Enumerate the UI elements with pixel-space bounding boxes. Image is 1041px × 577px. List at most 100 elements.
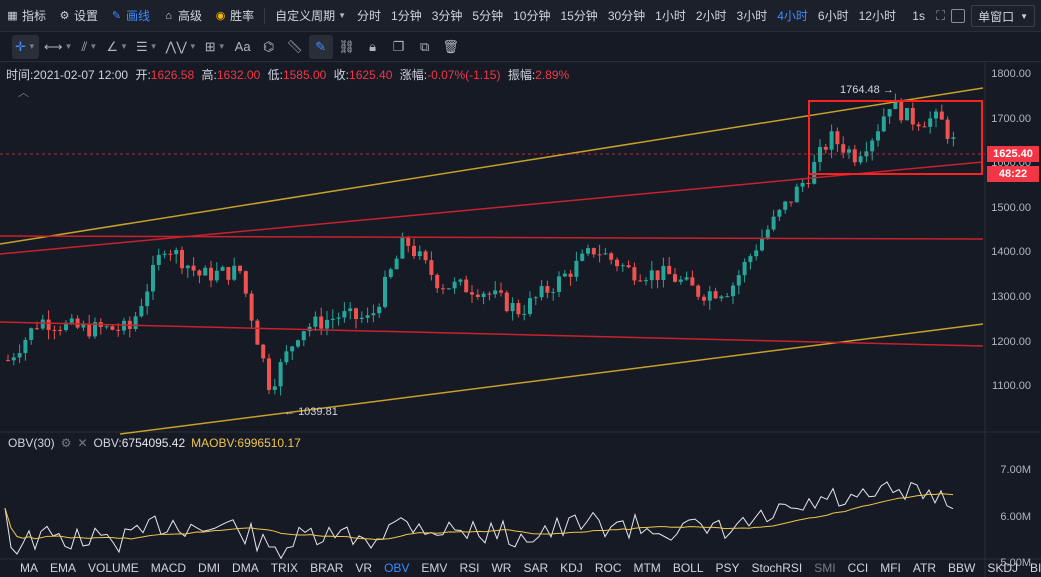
refresh-rate[interactable]: 1s xyxy=(912,9,925,23)
lock-tool[interactable]: 🔒︎ xyxy=(361,35,385,59)
candle-body xyxy=(829,131,834,150)
candle-body xyxy=(313,316,318,327)
candle-body xyxy=(209,267,213,281)
candle-body xyxy=(133,316,138,330)
settings-button[interactable]: ⚙ 设置 xyxy=(52,0,104,31)
advanced-button[interactable]: ⌂ 高级 xyxy=(156,0,208,31)
indicator-tab-roc[interactable]: ROC xyxy=(594,561,622,575)
indicator-tab-vr[interactable]: VR xyxy=(355,561,373,575)
horizontal-line-icon: ⟷ xyxy=(43,38,63,54)
indicator-tab-ema[interactable]: EMA xyxy=(50,561,77,575)
low-annotation-value: 1039.81 xyxy=(298,406,338,418)
candle-body xyxy=(794,186,799,203)
close-icon[interactable]: ✕ xyxy=(77,436,88,450)
copy-tool[interactable]: ❐ xyxy=(387,35,411,59)
period-12[interactable]: 12小时 xyxy=(858,9,896,23)
candle-body xyxy=(528,298,532,314)
angle-tool[interactable]: ∠ ▼ xyxy=(103,35,131,59)
indicator-tab-boll[interactable]: BOLL xyxy=(672,561,704,575)
period-4[interactable]: 10分钟 xyxy=(513,9,551,23)
angle-icon: ∠ xyxy=(106,38,119,54)
draw-mode-tool[interactable]: ✎ xyxy=(308,34,333,59)
magnet-icon: ⌬ xyxy=(262,38,275,54)
magnet-tool[interactable]: ⌬ xyxy=(257,35,281,59)
price-axis-label: 1200.00 xyxy=(991,335,1031,348)
delete-tool[interactable]: 🗑︎ xyxy=(439,35,463,59)
fib-tool[interactable]: ☰ ▼ xyxy=(133,35,161,59)
period-11[interactable]: 6小时 xyxy=(817,9,849,23)
indicator-tab-ma[interactable]: MA xyxy=(20,561,38,575)
period-5[interactable]: 15分钟 xyxy=(560,9,598,23)
window-mode-select[interactable]: 单窗口 ▼ xyxy=(971,5,1035,27)
support-line xyxy=(0,321,984,347)
crosshair-tool[interactable]: ✛ ▼ xyxy=(12,34,39,59)
measure-tool[interactable]: ⊞ ▼ xyxy=(202,35,229,59)
indicator-tab-atr[interactable]: ATR xyxy=(912,561,937,575)
maobv-value: 6996510.17 xyxy=(237,436,301,450)
chart-area[interactable]: 时间:2021-02-07 12:00 开:1626.58 高:1632.00 … xyxy=(0,62,1041,577)
candle-body xyxy=(644,280,648,282)
indicator-tab-kdj[interactable]: KDJ xyxy=(560,561,583,575)
indicator-tab-volume[interactable]: VOLUME xyxy=(88,561,139,575)
candle-body xyxy=(586,248,590,254)
period-7[interactable]: 1小时 xyxy=(655,9,686,23)
draw-button[interactable]: ✎ 画线 xyxy=(104,0,156,31)
ruler-tool[interactable]: 📏︎ xyxy=(283,35,307,59)
indicator-tab-brar[interactable]: BRAR xyxy=(310,561,344,575)
candle-body xyxy=(893,99,898,110)
window-icon[interactable] xyxy=(951,9,966,23)
candle-body xyxy=(342,311,347,318)
indicator-tab-rsi[interactable]: RSI xyxy=(459,561,480,575)
candle-body xyxy=(359,317,364,320)
time-label: 时间: xyxy=(6,68,34,82)
low-value: 1585.00 xyxy=(282,68,327,82)
indicator-tab-mtm[interactable]: MTM xyxy=(633,561,661,575)
period-8[interactable]: 2小时 xyxy=(695,9,727,23)
change-value: -0.07%(-1.15) xyxy=(427,68,501,82)
indicator-tab-wr[interactable]: WR xyxy=(491,561,512,575)
indicator-tab-dmi[interactable]: DMI xyxy=(198,561,221,575)
indicator-tab-psy[interactable]: PSY xyxy=(715,561,740,575)
candle-body xyxy=(52,329,57,331)
low-annotation: ← 1039.81 xyxy=(284,406,338,418)
horizontal-line-tool[interactable]: ⟷ ▼ xyxy=(41,35,76,59)
indicator-tab-obv[interactable]: OBV xyxy=(384,561,410,575)
red-trend-line xyxy=(0,161,984,255)
candle-body xyxy=(580,253,585,261)
indicator-tab-trix[interactable]: TRIX xyxy=(270,561,299,575)
indicator-tab-cci[interactable]: CCI xyxy=(847,561,869,575)
indicator-tab-bbw[interactable]: BBW xyxy=(948,561,976,575)
indicator-tab-emv[interactable]: EMV xyxy=(421,561,448,575)
period-0[interactable]: 分时 xyxy=(357,9,382,23)
indicator-tab-sar[interactable]: SAR xyxy=(523,561,549,575)
close-label: 收: xyxy=(333,68,350,82)
chart-canvas[interactable] xyxy=(0,62,1041,577)
text-tool[interactable]: Aa xyxy=(231,35,255,59)
period-2[interactable]: 3分钟 xyxy=(431,9,463,23)
period-9[interactable]: 3小时 xyxy=(736,9,768,23)
indicators-button[interactable]: ▦ 指标 xyxy=(0,0,52,31)
channel-tool[interactable]: ⫽ ▼ xyxy=(77,35,101,59)
maobv-line xyxy=(4,493,954,541)
indicator-tab-stochrsi[interactable]: StochRSI xyxy=(751,561,803,575)
indicator-tab-mfi[interactable]: MFI xyxy=(880,561,901,575)
indicator-tab-macd[interactable]: MACD xyxy=(150,561,187,575)
indicator-tab-dma[interactable]: DMA xyxy=(232,561,259,575)
period-6[interactable]: 30分钟 xyxy=(607,9,646,23)
high-value: 1632.00 xyxy=(216,68,261,82)
period-10[interactable]: 4小时 xyxy=(777,9,808,23)
indicator-tab-bias[interactable]: BIAS xyxy=(1030,561,1041,575)
wave-tool[interactable]: ⋀⋁ ▼ xyxy=(163,35,200,59)
indicator-tab-smi[interactable]: SMI xyxy=(814,561,836,575)
chevron-up-icon[interactable]: ︿ xyxy=(18,87,29,99)
hide-tool[interactable]: ⧉ xyxy=(413,35,437,59)
custom-period-dropdown[interactable]: 自定义周期 ▼ xyxy=(269,0,352,31)
win-rate-button[interactable]: ◉ 胜率 xyxy=(208,0,260,31)
period-3[interactable]: 5分钟 xyxy=(472,9,504,23)
period-1[interactable]: 1分钟 xyxy=(391,9,422,23)
candle-body xyxy=(110,326,115,330)
indicator-tab-skdj[interactable]: SKDJ xyxy=(987,561,1019,575)
continuous-draw-tool[interactable]: ⛓ xyxy=(335,35,359,59)
fullscreen-icon[interactable]: ⛶ xyxy=(935,8,946,23)
gear-icon[interactable]: ⚙ xyxy=(60,436,72,450)
